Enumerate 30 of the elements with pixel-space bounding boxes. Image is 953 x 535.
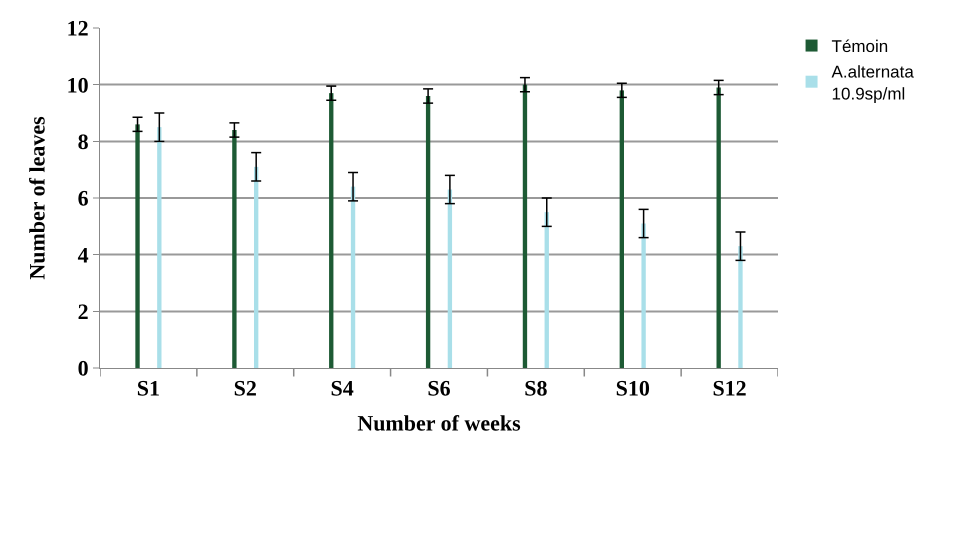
y-tick-label: 12 xyxy=(66,16,89,41)
bar xyxy=(426,96,430,368)
bar xyxy=(329,93,334,368)
y-tick-label: 2 xyxy=(78,299,89,324)
bar xyxy=(716,88,721,368)
y-tick-label: 8 xyxy=(78,129,89,154)
x-tick-label: S6 xyxy=(427,375,451,400)
bar xyxy=(135,124,140,368)
x-tick-label: S2 xyxy=(234,375,257,400)
y-axis-title: Number of leaves xyxy=(24,116,50,280)
x-tick-label: S8 xyxy=(524,375,548,400)
y-tick-label: 0 xyxy=(78,356,89,381)
y-tick-label: 10 xyxy=(66,72,89,98)
legend-label: A.alternata 10.9sp/ml xyxy=(832,62,914,104)
legend-label: Témoin xyxy=(832,37,888,56)
bar xyxy=(232,130,237,368)
x-axis-title: Number of weeks xyxy=(357,410,522,436)
bar xyxy=(254,166,258,368)
y-tick-label: 4 xyxy=(78,242,89,268)
y-tick-label: 6 xyxy=(78,186,89,211)
x-tick-label: S12 xyxy=(712,375,747,400)
bar xyxy=(620,90,624,368)
bar xyxy=(641,224,646,368)
x-tick-label: S4 xyxy=(330,375,354,400)
x-tick-label: S10 xyxy=(616,375,650,400)
x-tick-label: S1 xyxy=(136,375,160,400)
bar xyxy=(448,190,452,368)
bar xyxy=(522,84,528,368)
bar xyxy=(544,212,549,368)
bar xyxy=(157,127,162,368)
